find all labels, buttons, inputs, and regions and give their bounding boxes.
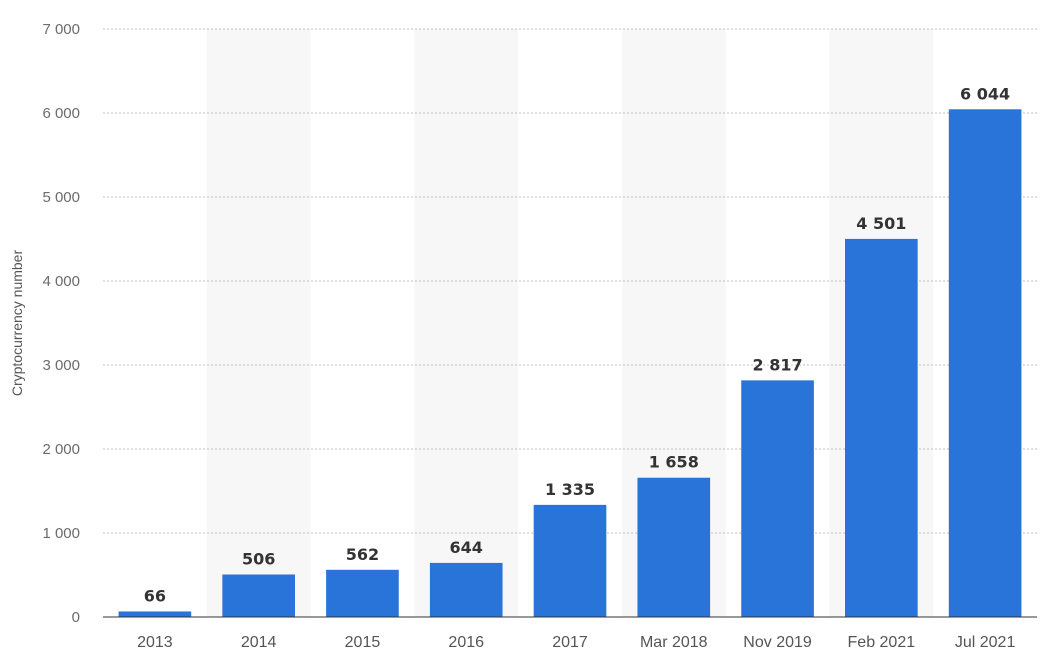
bar-value-label: 506 [242,549,275,568]
y-tick-label: 4 000 [42,273,80,290]
bar[interactable] [222,574,295,617]
data-labels: 66 506 562 644 1 335 1 658 2 817 4 501 6 044 [144,84,1010,605]
bar-value-label: 1 335 [545,480,595,499]
bar-value-label: 4 501 [856,214,906,233]
x-tick-label: Feb 2021 [848,634,916,651]
category-band [206,29,311,617]
y-tick-label: 7 000 [42,21,80,38]
y-tick-label: 0 [72,609,80,626]
x-tick-label: Jul 2021 [955,634,1016,651]
x-tick-label: 2016 [448,634,484,651]
bar[interactable] [948,109,1022,617]
bars [118,109,1022,617]
bar-value-label: 66 [144,586,166,605]
y-tick-label: 1 000 [42,525,80,542]
x-axis-ticks: 2013 2014 2015 2016 2017 Mar 2018 Nov 2019 Feb … [137,634,1015,651]
bar[interactable] [429,562,503,617]
x-tick-label: Mar 2018 [640,634,708,651]
bar[interactable] [533,504,607,617]
bar-value-label: 1 658 [649,453,699,472]
y-axis-title: Cryptocurrency number [9,250,25,397]
x-tick-label: 2017 [552,634,588,651]
category-band [414,29,519,617]
bar[interactable] [118,611,192,617]
x-tick-label: 2013 [137,634,173,651]
y-tick-label: 2 000 [42,441,80,458]
x-tick-label: 2014 [241,634,277,651]
bar-value-label: 644 [450,538,483,557]
bar[interactable] [326,569,399,617]
bar-value-label: 6 044 [960,84,1010,103]
bar[interactable] [741,380,814,617]
y-tick-label: 6 000 [42,105,80,122]
bar-value-label: 2 817 [753,355,803,374]
bar[interactable] [845,238,918,617]
y-axis-ticks: 0 1 000 2 000 3 000 4 000 5 000 6 000 7 000 [42,21,80,626]
bar-value-label: 562 [346,545,379,564]
y-tick-label: 3 000 [42,357,80,374]
bar[interactable] [637,477,711,617]
y-tick-label: 5 000 [42,189,80,206]
x-tick-label: 2015 [345,634,381,651]
x-tick-label: Nov 2019 [743,634,812,651]
